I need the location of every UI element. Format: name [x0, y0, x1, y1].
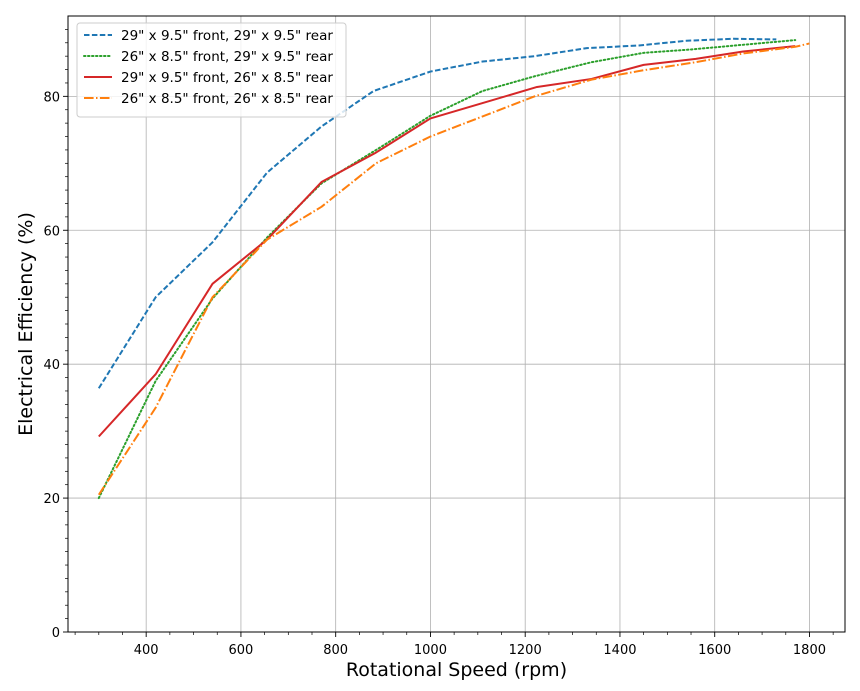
series-layer — [97, 37, 810, 500]
x-tick-label-600: 600 — [229, 643, 254, 658]
plot-background — [68, 16, 845, 632]
legend-box — [76, 22, 347, 118]
x-tick-label-1800: 1800 — [793, 643, 826, 658]
axes-layer: 400 600 800 1000 1200 1400 1600 1800 0 20 40 60 80 Ro… — [15, 15, 846, 681]
y-tick-label-60: 60 — [43, 224, 60, 239]
x-tick-label-1600: 1600 — [698, 643, 731, 658]
x-tick-label-1200: 1200 — [509, 643, 542, 658]
y-tick-label-0: 0 — [52, 626, 60, 641]
x-tick-label-1000: 1000 — [414, 643, 447, 658]
legend-layer: 29" x 9.5" front, 29" x 9.5" rear 26" x 8… — [76, 22, 347, 118]
legend-label-0: 29" x 9.5" front, 29" x 9.5" rear — [121, 28, 333, 44]
series-line-0 — [97, 37, 777, 389]
legend-label-2: 29" x 9.5" front, 26" x 8.5" rear — [121, 70, 333, 86]
x-axis-label: Rotational Speed (rpm) — [346, 659, 567, 681]
series-line-2 — [98, 45, 796, 438]
legend-label-1: 26" x 8.5" front, 29" x 9.5" rear — [121, 49, 333, 65]
series-line-3 — [97, 42, 810, 496]
y-tick-label-40: 40 — [43, 358, 60, 373]
grid-layer — [68, 16, 845, 633]
y-tick-label-20: 20 — [43, 492, 60, 507]
x-tick-label-1400: 1400 — [603, 643, 636, 658]
y-axis-label: Electrical Efficiency (%) — [15, 212, 37, 436]
y-tick-label-80: 80 — [43, 90, 60, 105]
legend-label-3: 26" x 8.5" front, 26" x 8.5" rear — [121, 91, 333, 107]
x-tick-label-800: 800 — [323, 643, 348, 658]
x-tick-label-400: 400 — [134, 643, 159, 658]
